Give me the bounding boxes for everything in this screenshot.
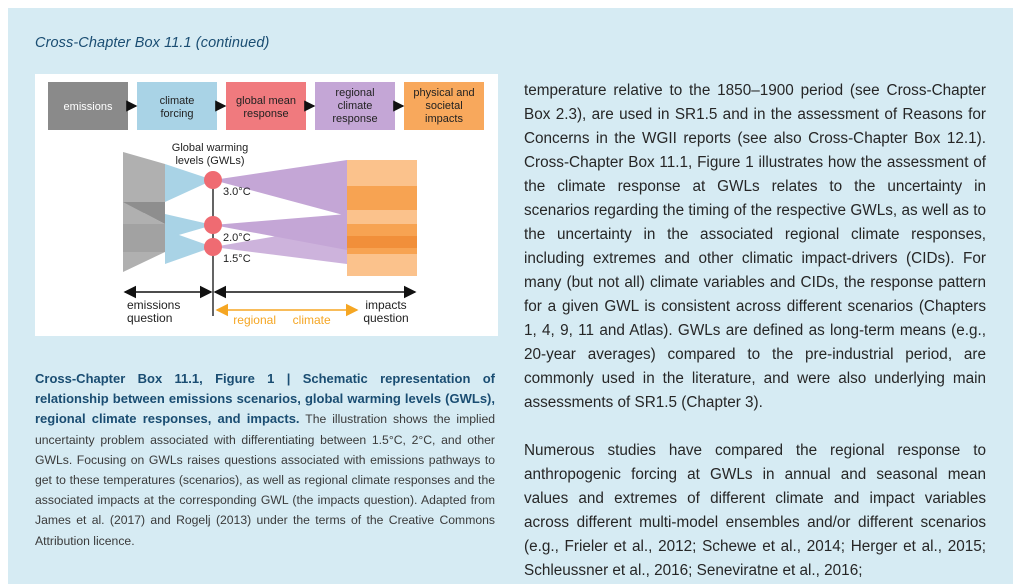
schematic-svg: emissions climate forcing global mean resp… [48,82,484,327]
emissions-question-l2: question [127,311,172,325]
impacts-bands [347,160,417,276]
emissions-question-l1: emissions [127,298,180,312]
regional-climate-label: regional climate [233,313,331,327]
emissions-cones [123,152,165,272]
gwl-label-2-0: 2.0°C [223,232,251,244]
regional-cones [213,160,347,264]
gwl-dot-1-5 [204,238,222,256]
body-paragraph-2: Numerous studies have compared the regio… [524,442,986,579]
box-emissions [48,82,128,130]
gwl-markers [204,171,222,316]
gwl-label-1-5: 1.5°C [223,253,251,265]
figure-schematic: emissions climate forcing global mean resp… [35,74,498,336]
box-emissions-label: emissions [64,101,113,113]
forcing-cones [165,164,213,264]
impacts-question-l1: impacts [365,298,406,312]
caption-text: The illustration shows the implied uncer… [35,412,496,548]
box-title: Cross-Chapter Box 11.1 (continued) [35,35,270,51]
box-regional-label: regional climate response [332,87,377,125]
gwl-label-3-0: 3.0°C [223,186,251,198]
gwl-title-line2: levels (GWLs) [175,155,244,167]
box-global-mean-response [226,82,306,130]
caption-bold: Cross-Chapter Box 11.1, Figure 1 | Schem… [35,371,495,427]
gwl-dot-2-0 [204,216,222,234]
impacts-question-l2: question [363,311,408,325]
box-regional-climate-response [315,82,395,130]
box-climate-forcing [137,82,217,130]
flow-boxes [48,82,484,130]
gwl-dot-3-0 [204,171,222,189]
box-climate-forcing-label: climate forcing [160,95,195,120]
box-impacts [404,82,484,130]
box-impacts-label: physical and societal impacts [413,87,474,125]
figure-caption: Cross-Chapter Box 11.1, Figure 1 | Schem… [35,369,495,551]
body-text-column: temperature relative to the 1850–1900 pe… [524,79,986,583]
gwl-title-line1: Global warming [172,142,248,154]
bottom-arrows [123,285,417,317]
body-paragraph-1: temperature relative to the 1850–1900 pe… [524,82,986,411]
box-global-mean-label: global mean response [236,95,296,120]
